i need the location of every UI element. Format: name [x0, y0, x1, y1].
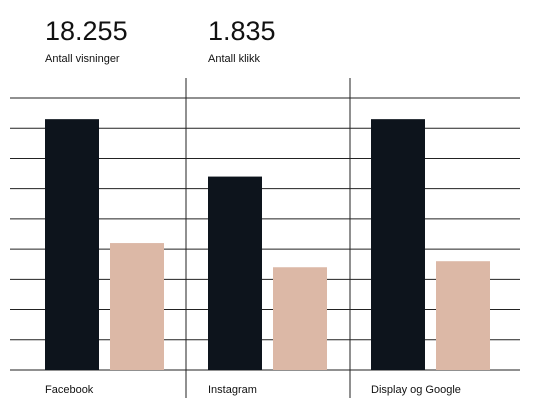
kpi-value: 1.835 [208, 16, 276, 46]
bar [45, 119, 99, 371]
bar [436, 261, 490, 370]
bar [110, 243, 164, 370]
x-tick-label: Facebook [45, 384, 94, 396]
x-tick-label: Instagram [208, 384, 257, 396]
x-tick-label: Display og Google [371, 384, 461, 396]
kpi-label: Antall klikk [208, 53, 260, 65]
bar [208, 176, 262, 370]
bar [371, 119, 425, 371]
kpi-value: 18.255 [45, 16, 128, 46]
bar [273, 267, 327, 370]
kpi-label: Antall visninger [45, 53, 120, 65]
